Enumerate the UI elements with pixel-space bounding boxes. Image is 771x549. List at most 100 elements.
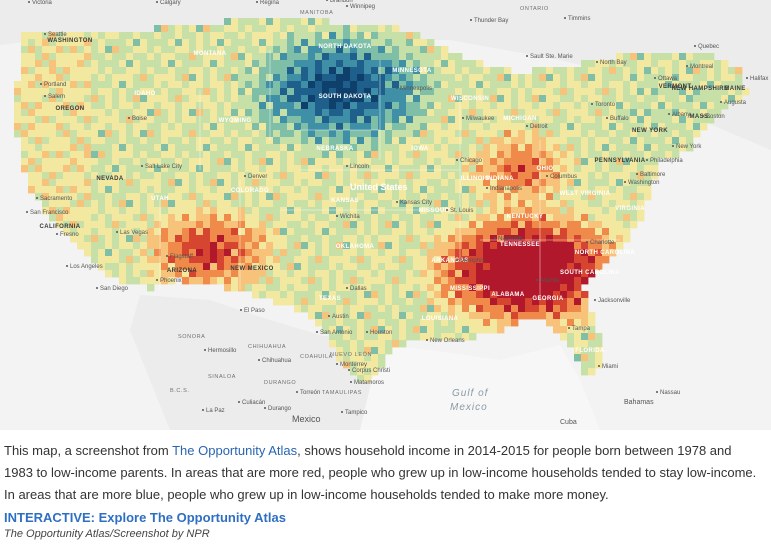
county-cell[interactable] bbox=[469, 158, 477, 166]
county-cell[interactable] bbox=[112, 221, 120, 229]
county-cell[interactable] bbox=[35, 109, 43, 117]
county-cell[interactable] bbox=[147, 165, 155, 173]
county-cell[interactable] bbox=[588, 144, 596, 152]
county-cell[interactable] bbox=[77, 88, 85, 96]
county-cell[interactable] bbox=[574, 207, 582, 215]
county-cell[interactable] bbox=[581, 298, 589, 306]
county-cell[interactable] bbox=[112, 193, 120, 201]
county-cell[interactable] bbox=[476, 186, 484, 194]
county-cell[interactable] bbox=[399, 165, 407, 173]
county-cell[interactable] bbox=[434, 102, 442, 110]
county-cell[interactable] bbox=[119, 277, 127, 285]
county-cell[interactable] bbox=[385, 172, 393, 180]
county-cell[interactable] bbox=[315, 144, 323, 152]
county-cell[interactable] bbox=[364, 158, 372, 166]
county-cell[interactable] bbox=[238, 207, 246, 215]
county-cell[interactable] bbox=[28, 116, 36, 124]
county-cell[interactable] bbox=[371, 270, 379, 278]
county-cell[interactable] bbox=[406, 263, 414, 271]
county-cell[interactable] bbox=[315, 102, 323, 110]
county-cell[interactable] bbox=[280, 214, 288, 222]
county-cell[interactable] bbox=[182, 60, 190, 68]
county-cell[interactable] bbox=[476, 242, 484, 250]
county-cell[interactable] bbox=[287, 298, 295, 306]
county-cell[interactable] bbox=[504, 319, 512, 327]
county-cell[interactable] bbox=[63, 74, 71, 82]
county-cell[interactable] bbox=[63, 88, 71, 96]
county-cell[interactable] bbox=[301, 270, 309, 278]
county-cell[interactable] bbox=[238, 130, 246, 138]
county-cell[interactable] bbox=[357, 291, 365, 299]
county-cell[interactable] bbox=[189, 186, 197, 194]
county-cell[interactable] bbox=[189, 53, 197, 61]
county-cell[interactable] bbox=[364, 130, 372, 138]
county-cell[interactable] bbox=[672, 123, 680, 131]
county-cell[interactable] bbox=[588, 263, 596, 271]
county-cell[interactable] bbox=[105, 200, 113, 208]
county-cell[interactable] bbox=[301, 235, 309, 243]
county-cell[interactable] bbox=[588, 60, 596, 68]
county-cell[interactable] bbox=[329, 305, 337, 313]
county-cell[interactable] bbox=[210, 179, 218, 187]
county-cell[interactable] bbox=[497, 214, 505, 222]
county-cell[interactable] bbox=[182, 270, 190, 278]
county-cell[interactable] bbox=[364, 200, 372, 208]
county-cell[interactable] bbox=[385, 151, 393, 159]
county-cell[interactable] bbox=[161, 32, 169, 40]
county-cell[interactable] bbox=[539, 102, 547, 110]
county-cell[interactable] bbox=[259, 144, 267, 152]
county-cell[interactable] bbox=[483, 228, 491, 236]
county-cell[interactable] bbox=[168, 32, 176, 40]
county-cell[interactable] bbox=[490, 284, 498, 292]
county-cell[interactable] bbox=[581, 361, 589, 369]
county-cell[interactable] bbox=[28, 67, 36, 75]
county-cell[interactable] bbox=[420, 284, 428, 292]
county-cell[interactable] bbox=[406, 32, 414, 40]
county-cell[interactable] bbox=[182, 158, 190, 166]
county-cell[interactable] bbox=[483, 249, 491, 257]
county-cell[interactable] bbox=[497, 193, 505, 201]
county-cell[interactable] bbox=[14, 109, 22, 117]
county-cell[interactable] bbox=[679, 88, 687, 96]
county-cell[interactable] bbox=[217, 186, 225, 194]
county-cell[interactable] bbox=[91, 235, 99, 243]
county-cell[interactable] bbox=[168, 67, 176, 75]
county-cell[interactable] bbox=[294, 151, 302, 159]
county-cell[interactable] bbox=[329, 263, 337, 271]
county-cell[interactable] bbox=[462, 151, 470, 159]
county-cell[interactable] bbox=[434, 116, 442, 124]
county-cell[interactable] bbox=[602, 186, 610, 194]
county-cell[interactable] bbox=[119, 172, 127, 180]
county-cell[interactable] bbox=[651, 151, 659, 159]
county-cell[interactable] bbox=[651, 137, 659, 145]
county-cell[interactable] bbox=[168, 53, 176, 61]
county-cell[interactable] bbox=[483, 277, 491, 285]
county-cell[interactable] bbox=[196, 81, 204, 89]
county-cell[interactable] bbox=[21, 109, 29, 117]
county-cell[interactable] bbox=[686, 74, 694, 82]
county-cell[interactable] bbox=[553, 88, 561, 96]
county-cell[interactable] bbox=[154, 263, 162, 271]
county-cell[interactable] bbox=[406, 123, 414, 131]
county-cell[interactable] bbox=[280, 102, 288, 110]
county-cell[interactable] bbox=[406, 109, 414, 117]
county-cell[interactable] bbox=[714, 74, 722, 82]
county-cell[interactable] bbox=[308, 221, 316, 229]
county-cell[interactable] bbox=[455, 123, 463, 131]
county-cell[interactable] bbox=[448, 53, 456, 61]
county-cell[interactable] bbox=[210, 123, 218, 131]
county-cell[interactable] bbox=[133, 235, 141, 243]
county-cell[interactable] bbox=[210, 235, 218, 243]
county-cell[interactable] bbox=[301, 214, 309, 222]
county-cell[interactable] bbox=[161, 172, 169, 180]
county-cell[interactable] bbox=[336, 305, 344, 313]
county-cell[interactable] bbox=[504, 235, 512, 243]
county-cell[interactable] bbox=[427, 60, 435, 68]
county-cell[interactable] bbox=[280, 123, 288, 131]
county-cell[interactable] bbox=[98, 256, 106, 264]
county-cell[interactable] bbox=[609, 116, 617, 124]
county-cell[interactable] bbox=[315, 88, 323, 96]
county-cell[interactable] bbox=[693, 67, 701, 75]
county-cell[interactable] bbox=[581, 305, 589, 313]
county-cell[interactable] bbox=[301, 165, 309, 173]
